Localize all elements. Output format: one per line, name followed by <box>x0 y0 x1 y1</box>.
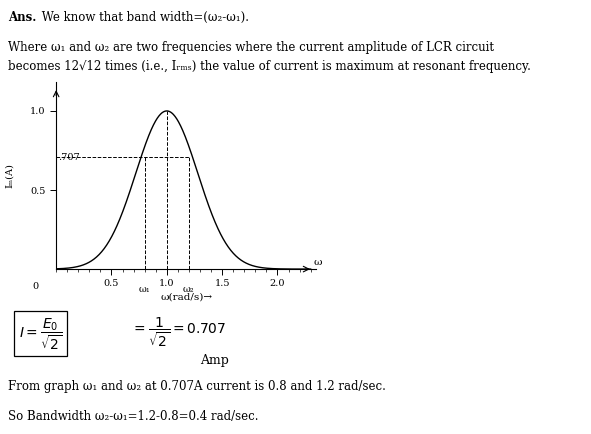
X-axis label: ω(rad/s)→: ω(rad/s)→ <box>160 293 212 302</box>
Text: Iₘ(A): Iₘ(A) <box>5 163 14 188</box>
Text: .707: .707 <box>59 153 80 162</box>
Text: becomes 12√12 times (i.e., Iᵣₘₛ) the value of current is maximum at resonant fre: becomes 12√12 times (i.e., Iᵣₘₛ) the val… <box>8 60 531 73</box>
Text: Amp: Amp <box>200 354 229 367</box>
Text: Ans.: Ans. <box>8 11 36 24</box>
Text: ω₁: ω₁ <box>139 285 151 294</box>
Text: ω: ω <box>314 258 323 267</box>
Text: Where ω₁ and ω₂ are two frequencies where the current amplitude of LCR circuit: Where ω₁ and ω₂ are two frequencies wher… <box>8 41 493 54</box>
Text: From graph ω₁ and ω₂ at 0.707A current is 0.8 and 1.2 rad/sec.: From graph ω₁ and ω₂ at 0.707A current i… <box>8 380 385 393</box>
Text: $I = \dfrac{E_0}{\sqrt{2}}$: $I = \dfrac{E_0}{\sqrt{2}}$ <box>19 316 63 352</box>
Text: $= \dfrac{1}{\sqrt{2}} = 0.707$: $= \dfrac{1}{\sqrt{2}} = 0.707$ <box>131 316 226 349</box>
Text: So Bandwidth ω₂-ω₁=1.2-0.8=0.4 rad/sec.: So Bandwidth ω₂-ω₁=1.2-0.8=0.4 rad/sec. <box>8 410 258 423</box>
Text: ω₂: ω₂ <box>183 285 195 294</box>
Text: 0: 0 <box>33 282 38 291</box>
Text: We know that band width=(ω₂-ω₁).: We know that band width=(ω₂-ω₁). <box>38 11 249 24</box>
